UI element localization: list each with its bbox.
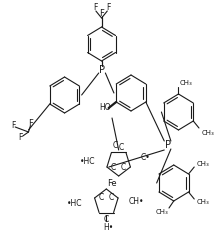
Text: F: F bbox=[11, 121, 15, 129]
Text: Fe: Fe bbox=[107, 179, 117, 187]
Text: F: F bbox=[106, 3, 111, 12]
Text: CH₃: CH₃ bbox=[155, 209, 168, 215]
Text: CH₃: CH₃ bbox=[202, 130, 215, 136]
Text: P: P bbox=[165, 140, 171, 150]
Text: C: C bbox=[104, 216, 109, 224]
Text: C: C bbox=[119, 143, 124, 152]
Text: CH₃: CH₃ bbox=[197, 161, 210, 167]
Text: CH₃: CH₃ bbox=[197, 199, 210, 205]
Text: CH•: CH• bbox=[128, 197, 144, 207]
Text: C: C bbox=[110, 163, 116, 173]
Text: C•: C• bbox=[141, 153, 150, 161]
Text: F: F bbox=[93, 3, 97, 12]
Text: F: F bbox=[99, 9, 104, 19]
Text: H•: H• bbox=[103, 222, 113, 231]
Text: C: C bbox=[121, 163, 126, 173]
Text: P: P bbox=[99, 65, 104, 75]
Text: C: C bbox=[99, 192, 104, 201]
Text: •HC: •HC bbox=[79, 156, 95, 165]
Text: HO: HO bbox=[99, 102, 111, 112]
Text: F: F bbox=[19, 133, 23, 143]
Text: C: C bbox=[112, 141, 118, 150]
Text: F: F bbox=[28, 120, 33, 128]
Text: C: C bbox=[108, 192, 114, 201]
Text: CH₃: CH₃ bbox=[180, 80, 192, 86]
Text: •HC: •HC bbox=[67, 199, 83, 209]
